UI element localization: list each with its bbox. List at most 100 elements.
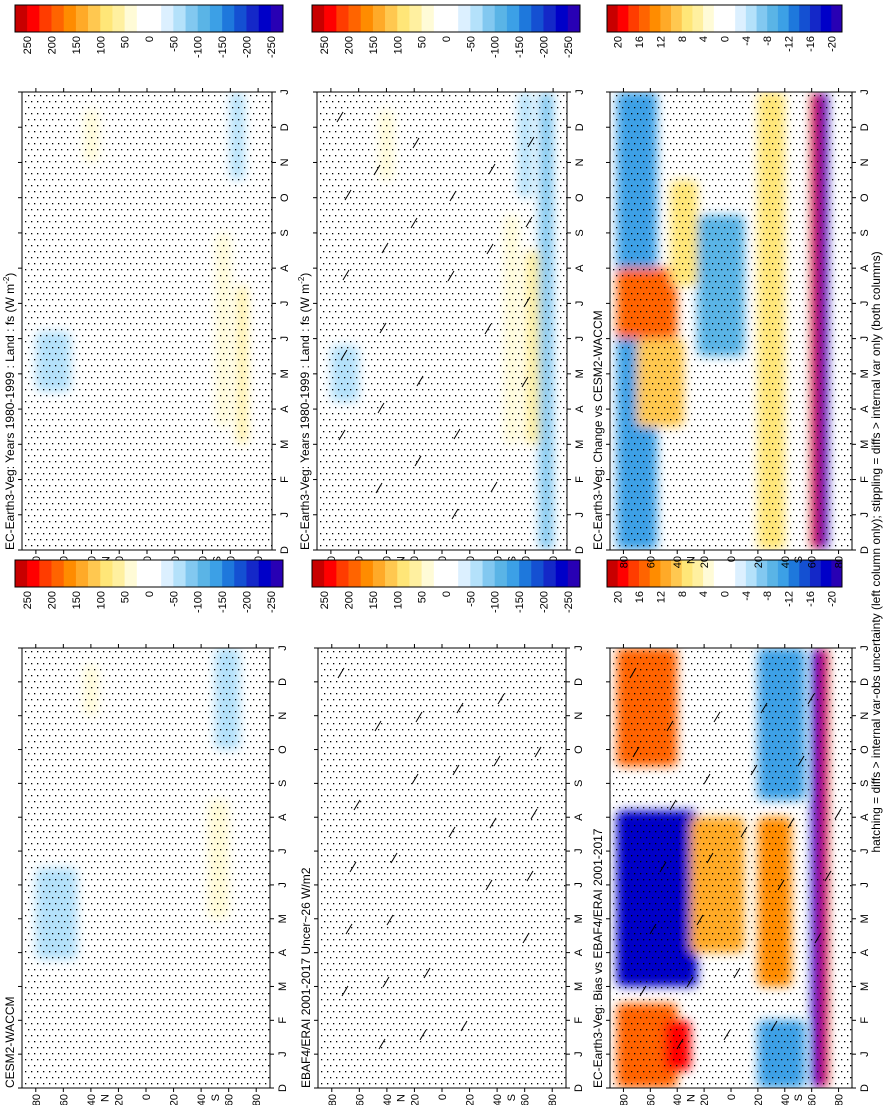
panel-title: CESM2-WACCM [3, 996, 17, 1088]
colorbar-swatch [831, 560, 843, 587]
data-blob [518, 92, 533, 198]
colorbar-swatch [617, 5, 629, 32]
colorbar-swatch [628, 5, 640, 32]
colorbar-label: -150 [217, 591, 229, 613]
colorbar-swatch [735, 5, 747, 32]
panel-title: EC-Earth3-Veg: Bias vs EBAF4/ERAI 2001-2… [591, 828, 605, 1088]
colorbar-swatch [799, 560, 811, 587]
month-label: S [277, 780, 289, 787]
colorbar-swatch [27, 560, 40, 587]
colorbar-label: 0 [441, 591, 453, 597]
lat-tick-label: 60 [58, 1094, 70, 1105]
data-blob [84, 664, 98, 716]
colorbar-label: 0 [441, 36, 453, 42]
colorbar-swatch [519, 560, 532, 587]
colorbar: 250 200 150 100 50 0 -50 -100 -150 -200 -250 [14, 4, 284, 58]
data-blob [757, 817, 792, 987]
lat-tick-label: 60 [807, 556, 819, 568]
month-label: A [574, 264, 586, 272]
colorbar-swatch [506, 5, 520, 32]
colorbar-swatch [617, 560, 629, 587]
colorbar-swatch [209, 560, 223, 587]
month-label: D [859, 1084, 871, 1092]
colorbar-swatch [348, 5, 362, 32]
colorbar-swatch [470, 560, 483, 587]
colorbar-swatch [112, 560, 125, 587]
month-label: J [859, 848, 871, 854]
month-label: N [859, 712, 871, 720]
colorbar-swatch [543, 5, 556, 32]
colorbar-swatch [336, 560, 349, 587]
lat-south-label: S [210, 1094, 222, 1101]
colorbar-swatch [724, 560, 736, 587]
colorbar-swatch [409, 5, 422, 32]
colorbar-swatch [639, 560, 651, 587]
panel-title: EC-Earth3-Veg: Years 1980-1999 : Land : … [2, 273, 17, 550]
month-label: J [574, 336, 586, 342]
colorbar-swatch [692, 560, 704, 587]
colorbar-swatch [409, 560, 422, 587]
lat-tick-label: 40 [196, 1094, 208, 1105]
colorbar-label: 200 [47, 36, 59, 54]
colorbar-label: 150 [368, 591, 380, 609]
colorbar-swatch [607, 5, 618, 32]
month-label: M [859, 369, 871, 378]
month-label: M [859, 982, 871, 991]
colorbar-swatch [100, 5, 113, 32]
data-blob [616, 648, 678, 767]
colorbar-swatch [161, 560, 174, 587]
colorbar-label: 100 [392, 36, 404, 54]
colorbar-label: -150 [514, 591, 526, 613]
colorbar-label: -50 [465, 36, 477, 52]
colorbar-swatch [607, 560, 618, 587]
data-blob [616, 268, 678, 339]
data-blob [35, 868, 78, 960]
stippling [613, 651, 852, 1085]
month-label: F [573, 1017, 585, 1024]
colorbar-swatch [777, 560, 789, 587]
lat-south-label: S [793, 556, 805, 563]
month-label: A [859, 264, 871, 272]
month-label: A [859, 813, 871, 821]
colorbar-label: 0 [144, 591, 156, 597]
colorbar-label: -150 [514, 36, 526, 58]
month-label: A [859, 405, 871, 413]
colorbar-label: -250 [266, 591, 278, 613]
colorbar: 250 200 150 100 50 0 -50 -100 -150 -200 -250 [14, 559, 284, 613]
month-label: J [277, 882, 289, 888]
colorbar-swatch [336, 5, 349, 32]
lat-tick-label: 40 [780, 556, 792, 568]
month-label: O [277, 745, 289, 754]
month-label: A [573, 948, 585, 956]
colorbar: 250 200 150 100 50 0 -50 -100 -150 -200 -250 [311, 559, 581, 613]
colorbar-label: -4 [741, 591, 753, 601]
colorbar-swatch [692, 5, 704, 32]
month-label: D [277, 678, 289, 686]
colorbar-swatch [312, 5, 325, 32]
month-label: M [859, 440, 871, 449]
colorbar-swatch [713, 5, 725, 32]
colorbar-label: -12 [784, 36, 796, 52]
colorbar-label: 100 [95, 36, 107, 54]
colorbar-swatch [312, 560, 325, 587]
colorbar-swatch [39, 560, 52, 587]
month-label: J [574, 89, 586, 95]
panel-title: EC-Earth3-Veg: Years 1980-1999 : Land : … [297, 273, 312, 550]
month-label: N [573, 712, 585, 720]
colorbar-label: -16 [805, 591, 817, 607]
colorbar-swatch [63, 5, 77, 32]
month-label: J [859, 89, 871, 95]
colorbar-label: 250 [319, 36, 331, 54]
month-label: A [574, 405, 586, 413]
colorbar-swatch [820, 560, 832, 587]
colorbar-swatch [112, 5, 125, 32]
colorbar-swatch [161, 5, 174, 32]
colorbar-swatch [372, 560, 386, 587]
colorbar-swatch [173, 560, 186, 587]
lat-tick-label: 20 [699, 556, 711, 568]
month-label: D [277, 1084, 289, 1092]
lat-tick-label: 0 [141, 1094, 153, 1100]
colorbar-swatch [27, 5, 40, 32]
colorbar-label: 20 [613, 591, 625, 603]
lat-tick-label: 80 [327, 1094, 339, 1105]
